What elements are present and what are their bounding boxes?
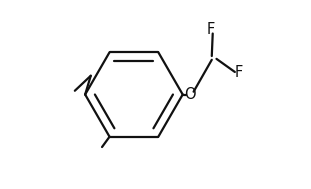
Text: F: F xyxy=(207,22,215,37)
Text: F: F xyxy=(235,65,243,81)
Text: O: O xyxy=(184,87,196,102)
